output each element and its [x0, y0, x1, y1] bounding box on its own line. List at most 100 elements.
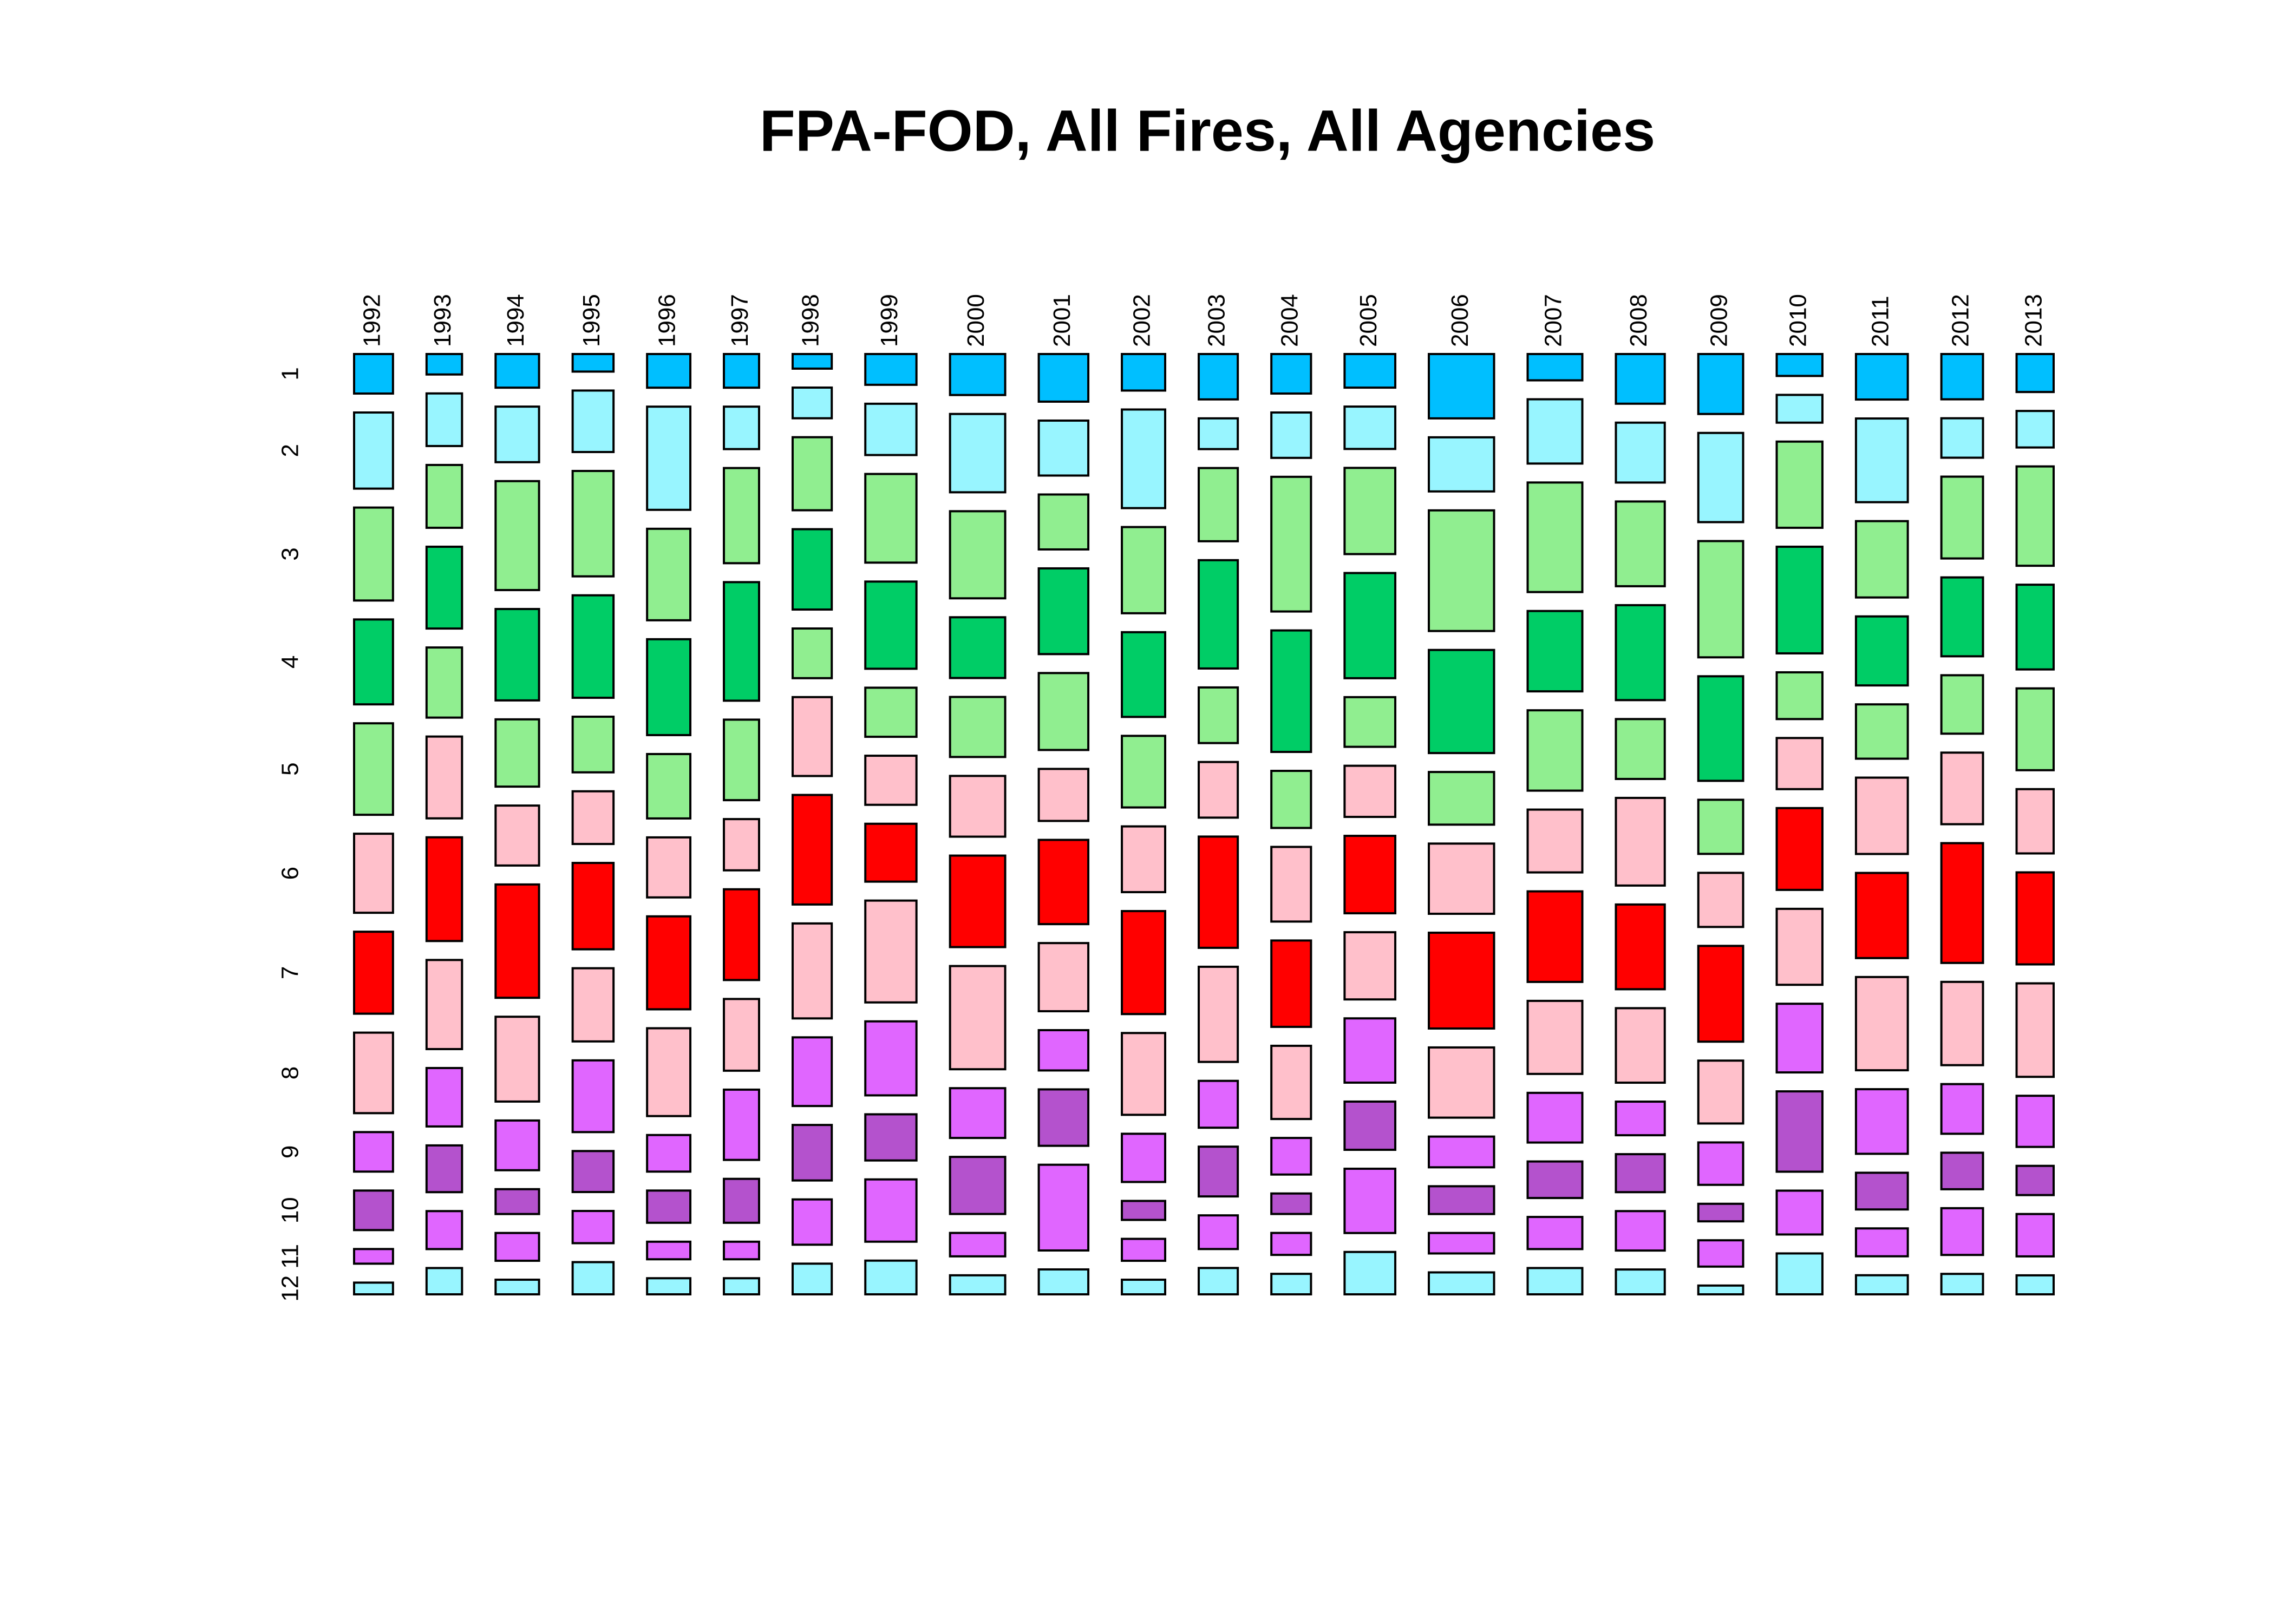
mosaic-cell	[1428, 436, 1495, 493]
mosaic-cell	[791, 1036, 833, 1108]
mosaic-cell	[646, 915, 692, 1011]
year-label: 2006	[1447, 294, 1473, 347]
mosaic-cell	[1615, 500, 1666, 587]
mosaic-cell	[646, 752, 692, 820]
mosaic-cell	[425, 735, 463, 820]
mosaic-cell	[791, 1124, 833, 1182]
mosaic-cell	[2015, 982, 2055, 1078]
year-label: 2004	[1276, 294, 1303, 347]
mosaic-cell	[1121, 353, 1167, 392]
mosaic-cell	[1121, 735, 1167, 809]
month-label: 12	[277, 1275, 304, 1302]
mosaic-cell	[494, 608, 540, 702]
mosaic-cell	[2015, 687, 2055, 771]
mosaic-cell	[1037, 1029, 1090, 1072]
mosaic-cell	[1121, 631, 1167, 718]
mosaic-cell	[425, 545, 463, 630]
mosaic-cell	[2015, 1274, 2055, 1296]
mosaic-cell	[571, 1261, 615, 1295]
mosaic-cell	[1775, 1189, 1824, 1236]
mosaic-cell	[1526, 353, 1584, 382]
mosaic-cell	[864, 1020, 918, 1097]
year-label: 2012	[1948, 294, 1974, 347]
mosaic-cell	[571, 353, 615, 373]
mosaic-cell	[1775, 545, 1824, 654]
mosaic-cell	[2015, 465, 2055, 567]
year-label: 1993	[429, 294, 456, 347]
mosaic-cell	[1526, 610, 1584, 693]
mosaic-cell	[864, 353, 918, 386]
month-label: 3	[277, 547, 304, 560]
mosaic-cell	[791, 1198, 833, 1246]
year-label: 1996	[654, 294, 681, 347]
mosaic-cell	[571, 967, 615, 1043]
mosaic-cell	[864, 580, 918, 670]
mosaic-cell	[791, 922, 833, 1020]
mosaic-cell	[1775, 394, 1824, 424]
mosaic-cell	[353, 1281, 394, 1295]
mosaic-cell	[949, 775, 1007, 838]
year-label: 1992	[359, 294, 385, 347]
mosaic-cell	[949, 412, 1007, 494]
mosaic-cell	[646, 1277, 692, 1296]
mosaic-cell	[949, 1232, 1007, 1258]
mosaic-cell	[494, 353, 540, 389]
mosaic-cell	[723, 718, 760, 802]
mosaic-cell	[1198, 353, 1239, 401]
mosaic-cell	[1615, 796, 1666, 887]
mosaic-cell	[1198, 417, 1239, 450]
mosaic-cell	[353, 931, 394, 1015]
mosaic-cell	[494, 1232, 540, 1262]
mosaic-cell	[1854, 872, 1909, 959]
mosaic-cell	[1198, 1145, 1239, 1198]
mosaic-cell	[791, 696, 833, 777]
mosaic-cell	[1343, 572, 1397, 679]
mosaic-cell	[1428, 1271, 1495, 1295]
mosaic-cell	[1940, 1083, 1984, 1135]
mosaic-cell	[723, 405, 760, 450]
mosaic-cell	[1775, 737, 1824, 790]
month-label: 4	[277, 655, 304, 668]
mosaic-cell	[571, 862, 615, 951]
year-label: 1995	[578, 294, 605, 347]
mosaic-cell	[1940, 475, 1984, 560]
mosaic-cell	[494, 1016, 540, 1103]
mosaic-cell	[949, 965, 1007, 1071]
mosaic-cell	[571, 1150, 615, 1194]
mosaic-cell	[1940, 353, 1984, 401]
mosaic-cell	[1270, 1232, 1312, 1256]
mosaic-cell	[1121, 526, 1167, 614]
mosaic-cell	[864, 822, 918, 883]
year-label: 2002	[1129, 294, 1155, 347]
mosaic-cell	[1343, 1168, 1397, 1234]
year-label: 2003	[1204, 294, 1230, 347]
mosaic-cell	[2015, 1164, 2055, 1196]
mosaic-cell	[1198, 761, 1239, 819]
mosaic-cell	[1270, 846, 1312, 923]
mosaic-cell	[571, 594, 615, 699]
year-label: 1997	[727, 294, 753, 347]
mosaic-cell	[1615, 1268, 1666, 1296]
mosaic-cell	[1526, 1216, 1584, 1250]
mosaic-cell	[1854, 520, 1909, 599]
mosaic-cell	[864, 402, 918, 456]
mosaic-cell	[864, 755, 918, 806]
mosaic-cell	[1615, 353, 1666, 405]
mosaic-cell	[1615, 1101, 1666, 1137]
mosaic-cell	[2015, 410, 2055, 449]
mosaic-cell	[791, 386, 833, 420]
mosaic-cell	[353, 1131, 394, 1173]
mosaic-cell	[1037, 839, 1090, 926]
mosaic-cell	[1121, 1279, 1167, 1295]
month-label: 1	[277, 367, 304, 380]
mosaic-cell	[1121, 1132, 1167, 1183]
mosaic-cell	[723, 1240, 760, 1261]
mosaic-cell	[949, 696, 1007, 758]
mosaic-cell	[494, 1188, 540, 1215]
mosaic-cell	[1940, 1151, 1984, 1190]
mosaic-cell	[1697, 1239, 1744, 1268]
mosaic-cell	[1198, 965, 1239, 1063]
mosaic-cell	[1343, 835, 1397, 915]
mosaic-cell	[1198, 1079, 1239, 1129]
